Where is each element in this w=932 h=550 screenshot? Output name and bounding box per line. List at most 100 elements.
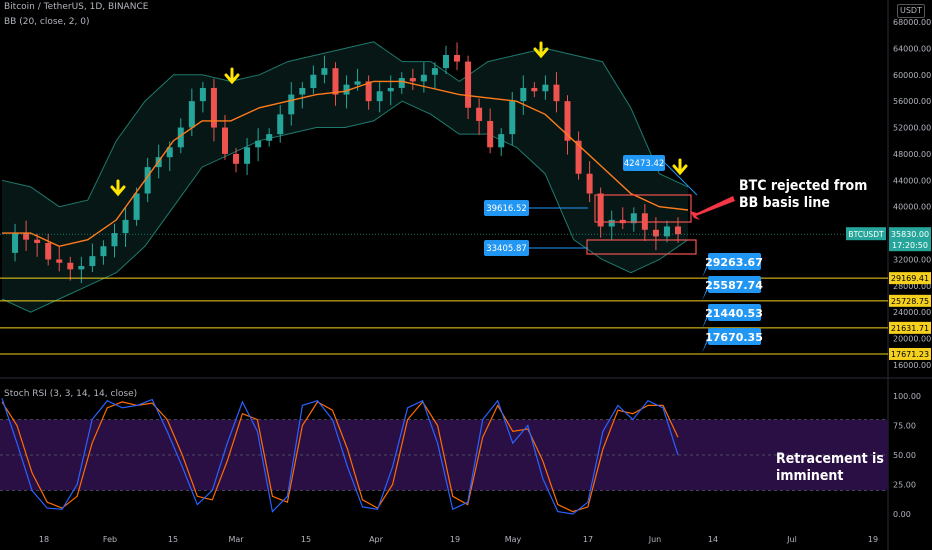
candle-body	[398, 78, 405, 88]
red-arrow-icon	[690, 196, 735, 220]
candle-body	[177, 127, 184, 148]
symbol-tag	[846, 227, 886, 241]
time-axis-tick: 15	[168, 535, 178, 544]
candle-body	[597, 193, 604, 227]
candle-body	[56, 259, 63, 263]
candle-body	[420, 74, 427, 82]
symbol-title[interactable]: Bitcoin / TetherUS, 1D, BINANCE	[4, 2, 149, 12]
box-label	[623, 155, 665, 171]
candle-body	[454, 54, 461, 62]
candle-body	[89, 256, 96, 267]
target-label	[708, 304, 761, 321]
target-label-text: 17670.35	[705, 331, 763, 344]
candle-body	[23, 233, 30, 240]
price-tag-text: 35830.00	[891, 230, 929, 239]
target-label-text: 21440.53	[705, 307, 763, 320]
down-arrow-icon	[533, 41, 549, 59]
price-axis-tick: 64000.00	[893, 44, 931, 53]
candle-body	[210, 87, 217, 128]
candle-body	[12, 233, 19, 253]
time-axis-tick: 19	[450, 535, 460, 544]
candle-body	[188, 101, 195, 128]
candle-body	[365, 81, 372, 102]
candle-body	[354, 81, 361, 85]
annotation-bottom-line1: Retracement is	[776, 451, 884, 467]
price-axis-tick: 48000.00	[893, 150, 931, 159]
rsi-axis-tick: 25.00	[893, 481, 916, 490]
symbol-tag-text: BTCUSDT	[848, 230, 884, 239]
target-label	[708, 276, 761, 293]
candle-body	[498, 134, 505, 148]
bb-indicator-label[interactable]: BB (20, close, 2, 0)	[4, 17, 90, 27]
time-axis-tick: Apr	[369, 535, 384, 544]
candle-body	[531, 87, 538, 92]
stoch-rsi-label[interactable]: Stoch RSI (3, 3, 14, 14, close)	[4, 389, 138, 399]
candle-body	[376, 91, 383, 102]
candle-body	[343, 84, 350, 95]
time-axis-tick: 15	[301, 535, 311, 544]
candle-body	[122, 219, 129, 234]
candle-body	[431, 68, 438, 75]
bb-lower-line	[1, 100, 689, 313]
price-axis-tick: 24000.00	[893, 308, 931, 317]
candle-body	[233, 153, 240, 164]
annotation-bottom: Retracement is imminent	[776, 451, 884, 485]
candle-body	[111, 233, 118, 247]
candle-body	[277, 114, 284, 135]
price-axis-tick: 40000.00	[893, 203, 931, 212]
candle-body	[244, 147, 251, 164]
target-label	[708, 328, 761, 345]
candle-body	[663, 226, 670, 237]
annotation-top-line1: BTC rejected from	[739, 178, 868, 194]
down-arrow-icon	[110, 179, 126, 197]
rsi-axis-tick: 75.00	[893, 422, 916, 431]
target-label-text: 25587.74	[705, 279, 763, 292]
candle-body	[288, 94, 295, 115]
price-axis-tick: 28000.00	[893, 282, 931, 291]
level-price-tag	[889, 272, 931, 285]
level-price-text: 29169.41	[891, 274, 929, 283]
currency-badge[interactable]: USDT	[897, 4, 925, 18]
candle-body	[487, 120, 494, 148]
candle-body	[675, 226, 681, 235]
time-axis-tick: Jul	[786, 535, 797, 544]
candle-body	[575, 140, 582, 174]
candle-body	[166, 147, 173, 158]
box-label	[484, 200, 529, 216]
candle-body	[442, 54, 449, 69]
candle-body	[652, 229, 659, 237]
box-label-connector	[664, 162, 698, 196]
candle-body	[553, 84, 560, 102]
level-price-text: 25728.75	[891, 297, 929, 306]
down-arrow-icon	[224, 67, 240, 85]
time-axis-tick: 14	[708, 535, 718, 544]
price-axis-tick: 56000.00	[893, 97, 931, 106]
candle-body	[133, 193, 140, 220]
rsi-axis-tick: 100.00	[893, 392, 921, 401]
price-axis-tick: 16000.00	[893, 361, 931, 370]
candle-body	[199, 87, 206, 102]
box-label-text: 39616.52	[486, 204, 527, 214]
candle-body	[586, 173, 593, 194]
price-axis-tick: 68000.00	[893, 18, 931, 27]
candle-body	[34, 239, 41, 243]
price-axis-tick: 44000.00	[893, 176, 931, 185]
time-axis-tick: Jun	[648, 535, 662, 544]
candle-body	[509, 101, 516, 135]
annotation-top: BTC rejected from BB basis line	[739, 178, 867, 212]
price-axis-tick: 52000.00	[893, 124, 931, 133]
level-price-text: 17671.23	[891, 350, 929, 359]
time-axis-tick: 17	[583, 535, 593, 544]
bb-upper-line	[1, 41, 689, 208]
candle-body	[321, 68, 328, 75]
candle-body	[476, 107, 483, 121]
rsi-k-line	[1, 398, 679, 515]
target-label-text: 29263.67	[705, 256, 763, 269]
price-axis-tick: 32000.00	[893, 255, 931, 264]
bb-basis-line	[2, 80, 689, 248]
target-label	[708, 253, 761, 270]
box-label-text: 33405.87	[486, 244, 527, 254]
candle-body	[100, 246, 107, 257]
time-axis-tick: May	[505, 535, 522, 544]
